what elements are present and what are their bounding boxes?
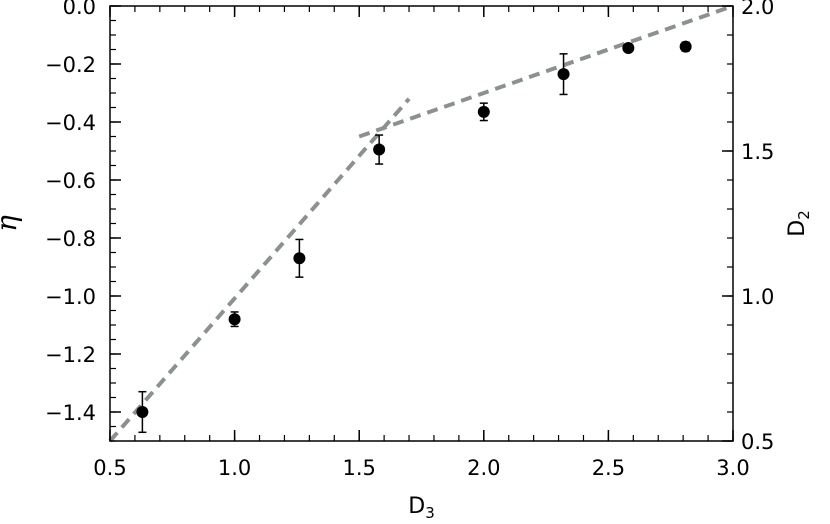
- y-tick-label: −0.2: [45, 53, 96, 77]
- y2-tick-label: 1.5: [741, 140, 774, 164]
- y-axis-title: η: [0, 215, 23, 232]
- y-tick-label: −1.0: [45, 285, 96, 309]
- data-point: [679, 40, 692, 53]
- reference-lines: [108, 4, 734, 443]
- plot-frame: [109, 5, 734, 442]
- x-tick-label: 1.5: [342, 456, 375, 480]
- reference-line-1: [108, 97, 411, 443]
- x-tick-label: 0.5: [93, 456, 126, 480]
- y-tick-label: 0.0: [63, 0, 96, 19]
- y2-axis-title: D2: [785, 210, 813, 237]
- tick-labels: 0.5 1.0 1.5 2.0 2.5 3.0 0.0 −0.2 −0.4 −0.6 −0.8 −1.…: [45, 0, 774, 480]
- y2-tick-label: 2.0: [741, 0, 774, 19]
- y-tick-label: −1.4: [45, 401, 96, 425]
- y-tick-label: −0.6: [45, 169, 96, 193]
- y-tick-label: −0.8: [45, 227, 96, 251]
- data-point: [293, 252, 306, 265]
- x-tick-label: 2.5: [592, 456, 625, 480]
- y2-tick-label: 1.0: [741, 285, 774, 309]
- x-tick-label: 2.0: [467, 456, 500, 480]
- y-tick-label: −1.2: [45, 343, 96, 367]
- x-axis-title-subscript: 3: [425, 504, 435, 522]
- data-point: [136, 406, 149, 418]
- data-point: [373, 143, 386, 156]
- error-bars: [138, 41, 690, 434]
- y-tick-label: −0.4: [45, 111, 96, 135]
- y2-tick-label: 0.5: [741, 430, 774, 454]
- x-tick-label: 3.0: [716, 456, 749, 480]
- x-axis-title-main: D: [408, 494, 425, 519]
- data-points: [136, 40, 692, 418]
- data-point: [477, 105, 490, 118]
- y2-axis-title-main: D: [785, 220, 810, 237]
- y2-axis-title-subscript: 2: [795, 210, 813, 220]
- x-axis-title: D3: [408, 494, 435, 522]
- data-point: [557, 68, 570, 81]
- axis-ticks: [109, 5, 734, 442]
- data-point: [622, 42, 635, 55]
- x-tick-label: 1.0: [218, 456, 251, 480]
- reference-line-2: [358, 4, 734, 139]
- data-point: [228, 313, 241, 326]
